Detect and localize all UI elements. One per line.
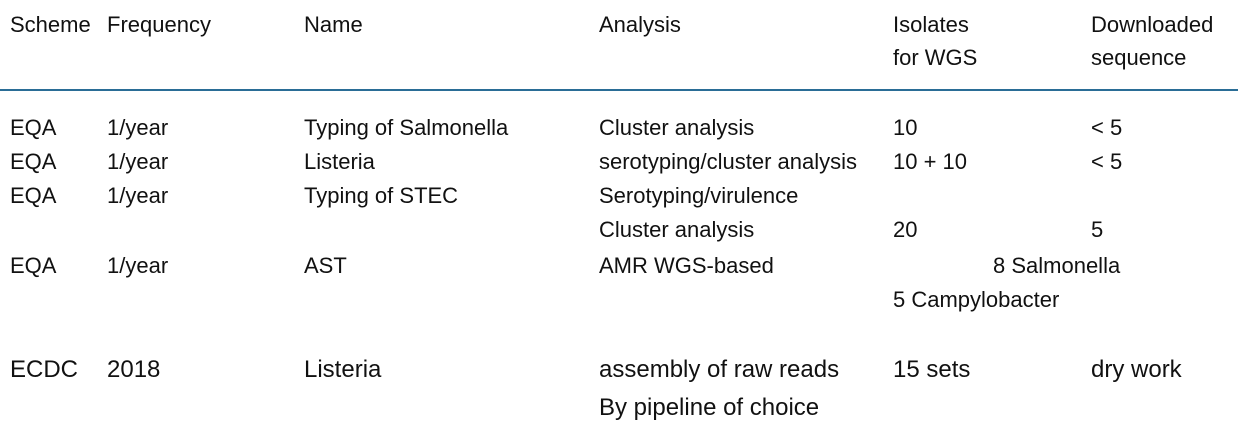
row1-frequency: 1/year (107, 115, 169, 140)
row4-scheme: EQA (10, 253, 57, 278)
row3-name: Typing of STEC (304, 183, 459, 208)
header-downloaded-line1: Downloaded (1091, 12, 1214, 37)
row3-downloaded: 5 (1091, 217, 1104, 242)
row1-name: Typing of Salmonella (304, 115, 509, 140)
row5-name: Listeria (304, 356, 382, 383)
row2-downloaded: < 5 (1091, 149, 1123, 174)
row5-frequency: 2018 (107, 356, 161, 383)
header-isolates-line2: for WGS (893, 45, 978, 70)
header-name: Name (304, 12, 363, 37)
row4-isolates-line2: 5 Campylobacter (893, 287, 1060, 312)
row1-analysis: Cluster analysis (599, 115, 755, 140)
row4-frequency: 1/year (107, 253, 169, 278)
row3-analysis: Serotyping/virulence (599, 183, 799, 208)
header-isolates-line1: Isolates (893, 12, 969, 37)
row5-analysis: assembly of raw reads (599, 356, 840, 383)
header-divider (0, 89, 1238, 91)
row1-downloaded: < 5 (1091, 115, 1123, 140)
row3-frequency: 1/year (107, 183, 169, 208)
row5-scheme: ECDC (10, 356, 79, 383)
row3-analysis-2: Cluster analysis (599, 217, 755, 242)
row5-downloaded: dry work (1091, 356, 1182, 383)
row5-analysis-2: By pipeline of choice (599, 394, 820, 421)
row3-isolates: 20 (893, 217, 918, 242)
row2-scheme: EQA (10, 149, 57, 174)
row2-name: Listeria (304, 149, 375, 174)
header-downloaded-line2: sequence (1091, 45, 1187, 70)
row1-isolates: 10 (893, 115, 918, 140)
row5-isolates: 15 sets (893, 356, 971, 383)
row4-analysis: AMR WGS-based (599, 253, 774, 278)
row4-isolates-line1: 8 Salmonella (993, 253, 1121, 278)
header-scheme: Scheme (10, 12, 91, 37)
row1-scheme: EQA (10, 115, 57, 140)
row2-isolates: 10 + 10 (893, 149, 968, 174)
header-frequency: Frequency (107, 12, 211, 37)
row4-name: AST (304, 253, 347, 278)
row2-analysis: serotyping/cluster analysis (599, 149, 858, 174)
row2-frequency: 1/year (107, 149, 169, 174)
row3-scheme: EQA (10, 183, 57, 208)
header-analysis: Analysis (599, 12, 681, 37)
